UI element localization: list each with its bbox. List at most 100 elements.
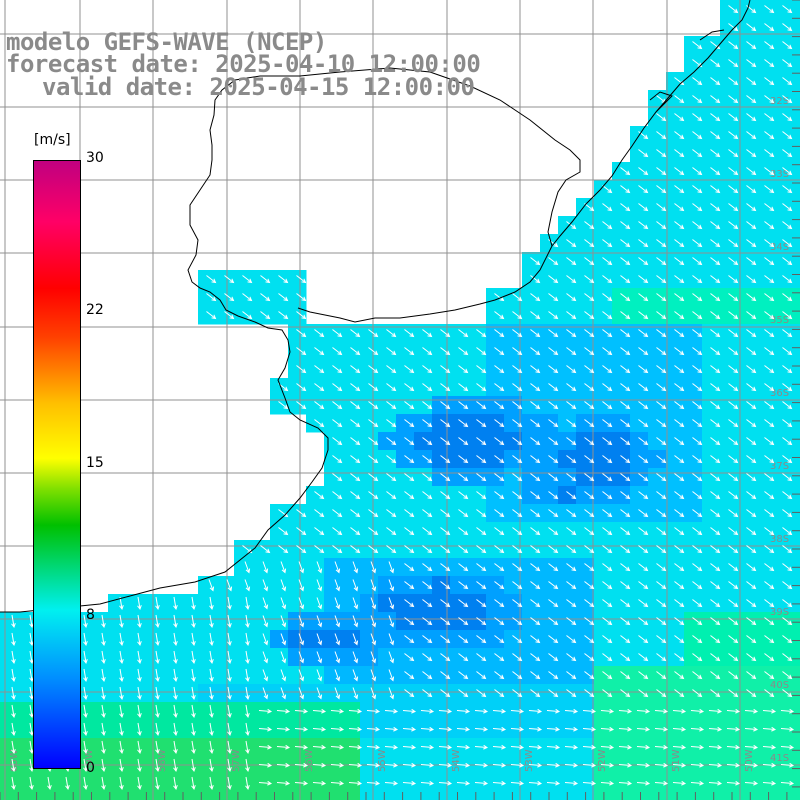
wind-speed-cell: [252, 594, 271, 613]
wind-arrow: [334, 651, 341, 664]
wind-arrow: [692, 41, 703, 50]
wind-arrow: [458, 581, 469, 590]
wind-arrow: [728, 275, 739, 284]
wind-speed-cell: [774, 108, 793, 127]
wind-arrow: [530, 329, 541, 338]
wind-speed-cell: [504, 720, 523, 739]
wind-speed-cell: [180, 774, 199, 793]
wind-speed-cell: [738, 126, 757, 145]
wind-arrow: [548, 581, 559, 590]
wind-speed-cell: [342, 432, 361, 451]
wind-arrow: [316, 579, 323, 592]
wind-speed-cell: [180, 648, 199, 667]
wind-arrow: [764, 419, 775, 428]
wind-arrow: [278, 545, 289, 554]
wind-arrow: [262, 597, 269, 610]
wind-speed-cell: [738, 324, 757, 343]
wind-speed-cell: [792, 180, 800, 199]
wind-speed-cell: [342, 450, 361, 469]
wind-speed-cell: [0, 648, 19, 667]
wind-arrow: [242, 311, 253, 320]
wind-speed-cell: [342, 594, 361, 613]
wind-speed-cell: [648, 594, 667, 613]
wind-speed-cell: [630, 396, 649, 415]
wind-arrow: [438, 744, 453, 750]
wind-arrow: [173, 722, 178, 737]
wind-speed-cell: [738, 432, 757, 451]
wind-speed-cell: [414, 594, 433, 613]
wind-arrow: [782, 563, 793, 572]
wind-speed-cell: [180, 720, 199, 739]
wind-arrow: [227, 614, 232, 629]
wind-arrow: [456, 780, 471, 786]
wind-speed-cell: [756, 702, 775, 721]
wind-speed-cell: [432, 324, 451, 343]
wind-speed-cell: [522, 252, 541, 271]
wind-arrow: [386, 455, 397, 464]
wind-speed-cell: [0, 792, 19, 800]
wind-arrow: [119, 740, 124, 755]
wind-arrow: [656, 401, 667, 410]
wind-arrow: [728, 473, 739, 482]
wind-arrow: [227, 632, 232, 647]
wind-arrow: [262, 687, 269, 700]
wind-speed-cell: [324, 486, 343, 505]
wind-arrow: [312, 726, 327, 732]
wind-speed-cell: [450, 684, 469, 703]
wind-speed-cell: [234, 594, 253, 613]
wind-arrow: [656, 113, 667, 122]
wind-arrow: [298, 597, 305, 610]
wind-arrow: [708, 780, 723, 786]
wind-speed-cell: [504, 558, 523, 577]
wind-speed-cell: [432, 666, 451, 685]
latitude-label: 40S: [770, 680, 789, 691]
wind-speed-cell: [702, 72, 721, 91]
wind-arrow: [476, 653, 487, 662]
wind-arrow: [404, 563, 415, 572]
wind-arrow: [334, 669, 341, 682]
wind-arrow: [402, 780, 417, 786]
wind-arrow: [548, 563, 559, 572]
wind-arrow: [548, 473, 559, 482]
wind-arrow: [656, 329, 667, 338]
wind-speed-cell: [558, 342, 577, 361]
wind-speed-cell: [180, 666, 199, 685]
wind-speed-cell: [450, 702, 469, 721]
wind-arrow: [710, 653, 721, 662]
wind-arrow: [368, 383, 379, 392]
wind-speed-cell: [792, 126, 800, 145]
wind-arrow: [602, 221, 613, 230]
wind-speed-cell: [180, 630, 199, 649]
wind-speed-cell: [738, 702, 757, 721]
wind-speed-cell: [252, 306, 271, 325]
wind-speed-cell: [0, 720, 19, 739]
wind-arrow: [564, 780, 579, 786]
wind-speed-cell: [774, 504, 793, 523]
wind-speed-cell: [270, 396, 289, 415]
wind-arrow: [262, 669, 269, 682]
wind-arrow: [728, 671, 739, 680]
wind-speed-cell: [594, 378, 613, 397]
wind-arrow: [530, 545, 541, 554]
colorbar-unit: [m/s]: [34, 132, 71, 148]
wind-arrow: [155, 632, 160, 647]
wind-arrow: [746, 239, 757, 248]
wind-arrow: [782, 149, 793, 158]
wind-speed-cell: [792, 252, 800, 271]
wind-speed-cell: [234, 288, 253, 307]
wind-arrow: [510, 708, 525, 714]
wind-speed-cell: [198, 306, 217, 325]
wind-speed-cell: [774, 36, 793, 55]
wind-speed-cell: [684, 648, 703, 667]
wind-arrow: [332, 383, 343, 392]
wind-arrow: [638, 365, 649, 374]
wind-speed-cell: [90, 702, 109, 721]
wind-speed-cell: [378, 504, 397, 523]
wind-speed-cell: [738, 306, 757, 325]
wind-arrow: [476, 581, 487, 590]
wind-speed-cell: [576, 594, 595, 613]
wind-arrow: [764, 221, 775, 230]
wind-speed-cell: [324, 324, 343, 343]
wind-arrow: [746, 437, 757, 446]
wind-speed-cell: [540, 702, 559, 721]
